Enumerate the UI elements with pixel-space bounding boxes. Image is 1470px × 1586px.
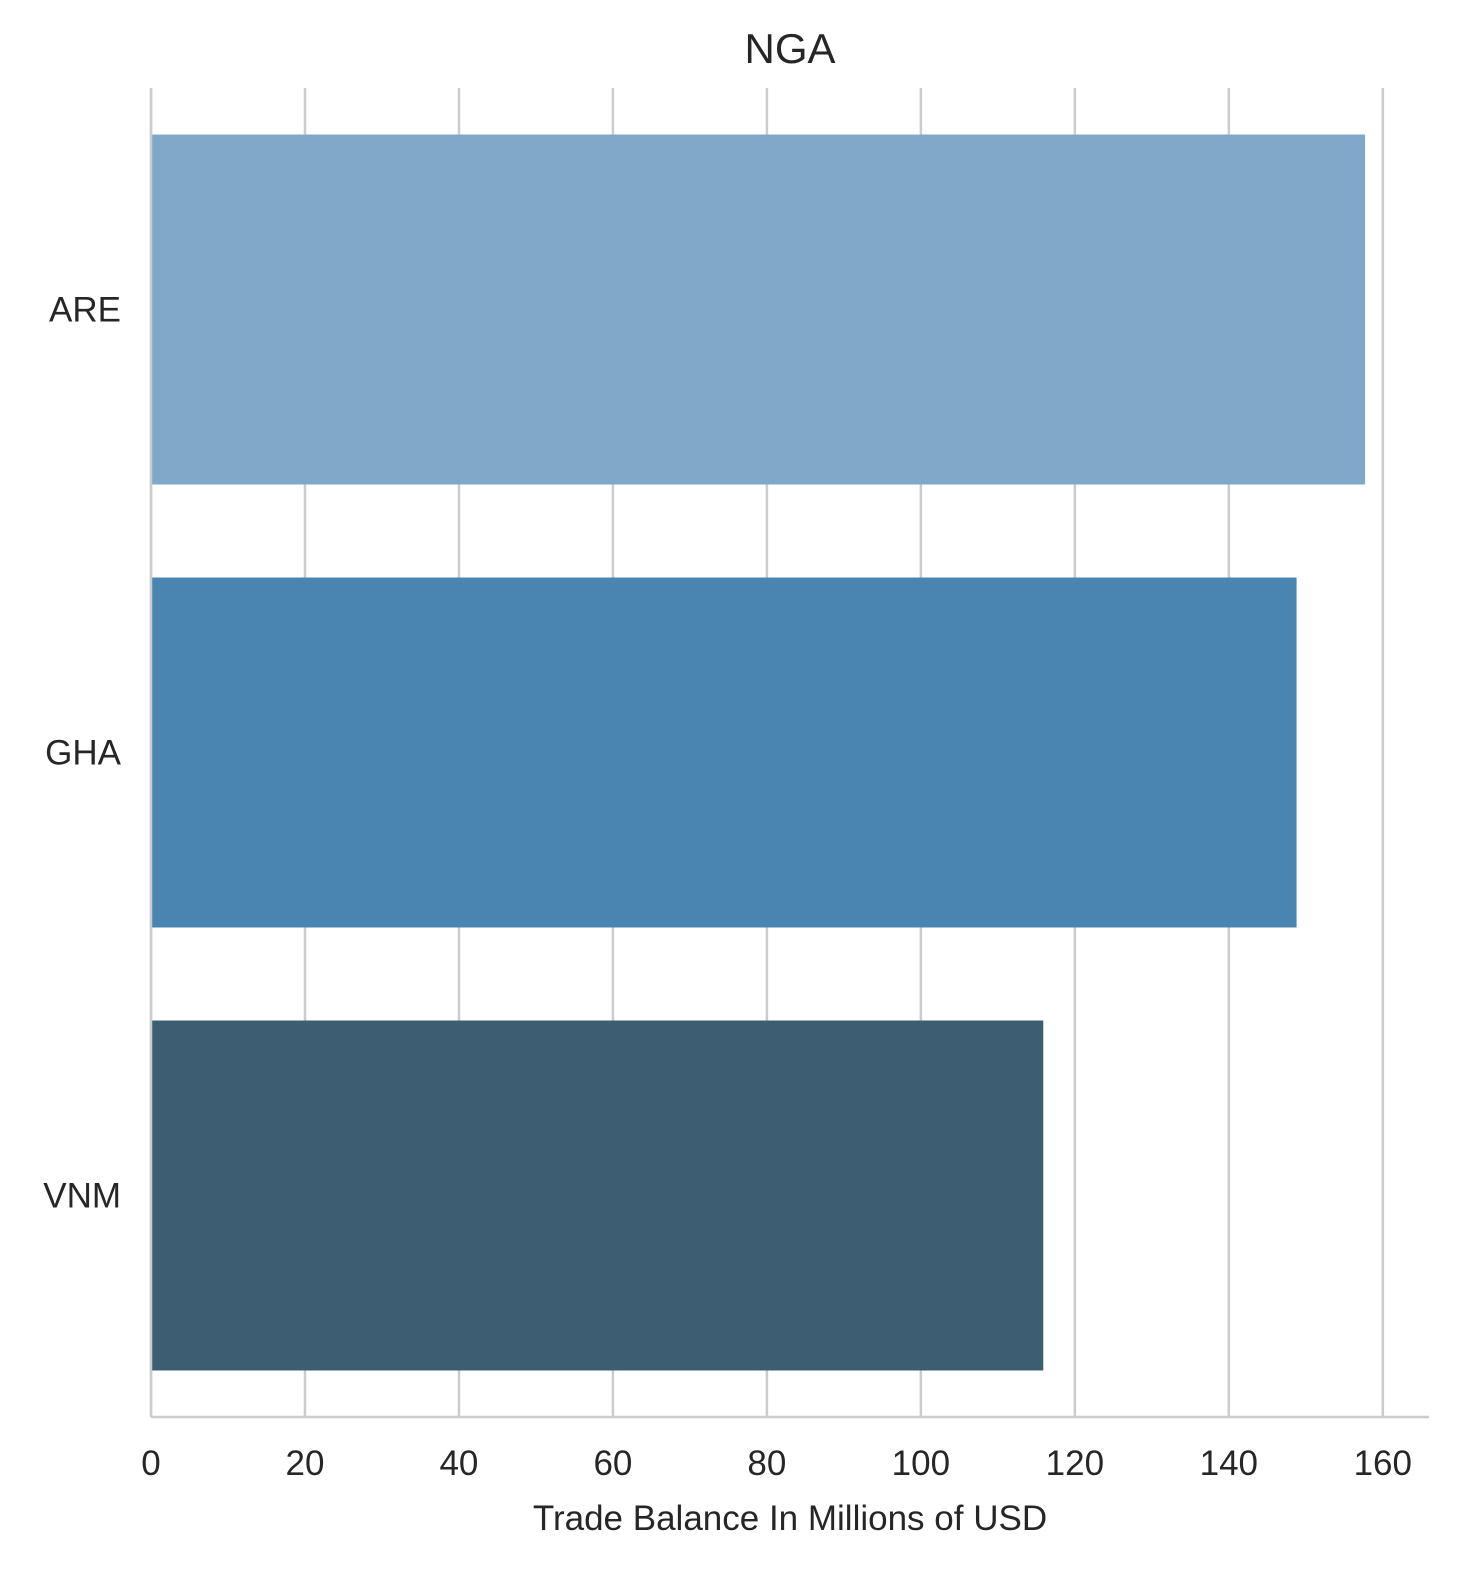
x-tick-label-0: 0 — [141, 1444, 160, 1483]
bar-vnm — [151, 1020, 1044, 1371]
y-tick-label-vnm: VNM — [43, 1177, 121, 1216]
x-tick-label-80: 80 — [747, 1444, 786, 1483]
x-tick-label-20: 20 — [286, 1444, 325, 1483]
y-tick-labels: ARE GHA VNM — [43, 291, 121, 1216]
chart-title: NGA — [744, 25, 835, 72]
x-axis-label: Trade Balance In Millions of USD — [533, 1499, 1047, 1538]
axis-spines — [149, 88, 1429, 1419]
y-tick-label-gha: GHA — [45, 734, 122, 773]
bars — [151, 134, 1366, 1371]
x-tick-label-100: 100 — [892, 1444, 950, 1483]
x-tick-label-160: 160 — [1354, 1444, 1412, 1483]
bar-are — [151, 134, 1366, 485]
x-ticks: 0 20 40 60 80 100 120 140 160 — [141, 1444, 1412, 1483]
x-tick-label-120: 120 — [1046, 1444, 1104, 1483]
x-tick-label-40: 40 — [439, 1444, 478, 1483]
y-tick-label-are: ARE — [49, 291, 121, 330]
bar-gha — [151, 577, 1297, 928]
x-tick-label-140: 140 — [1200, 1444, 1258, 1483]
x-tick-label-60: 60 — [593, 1444, 632, 1483]
